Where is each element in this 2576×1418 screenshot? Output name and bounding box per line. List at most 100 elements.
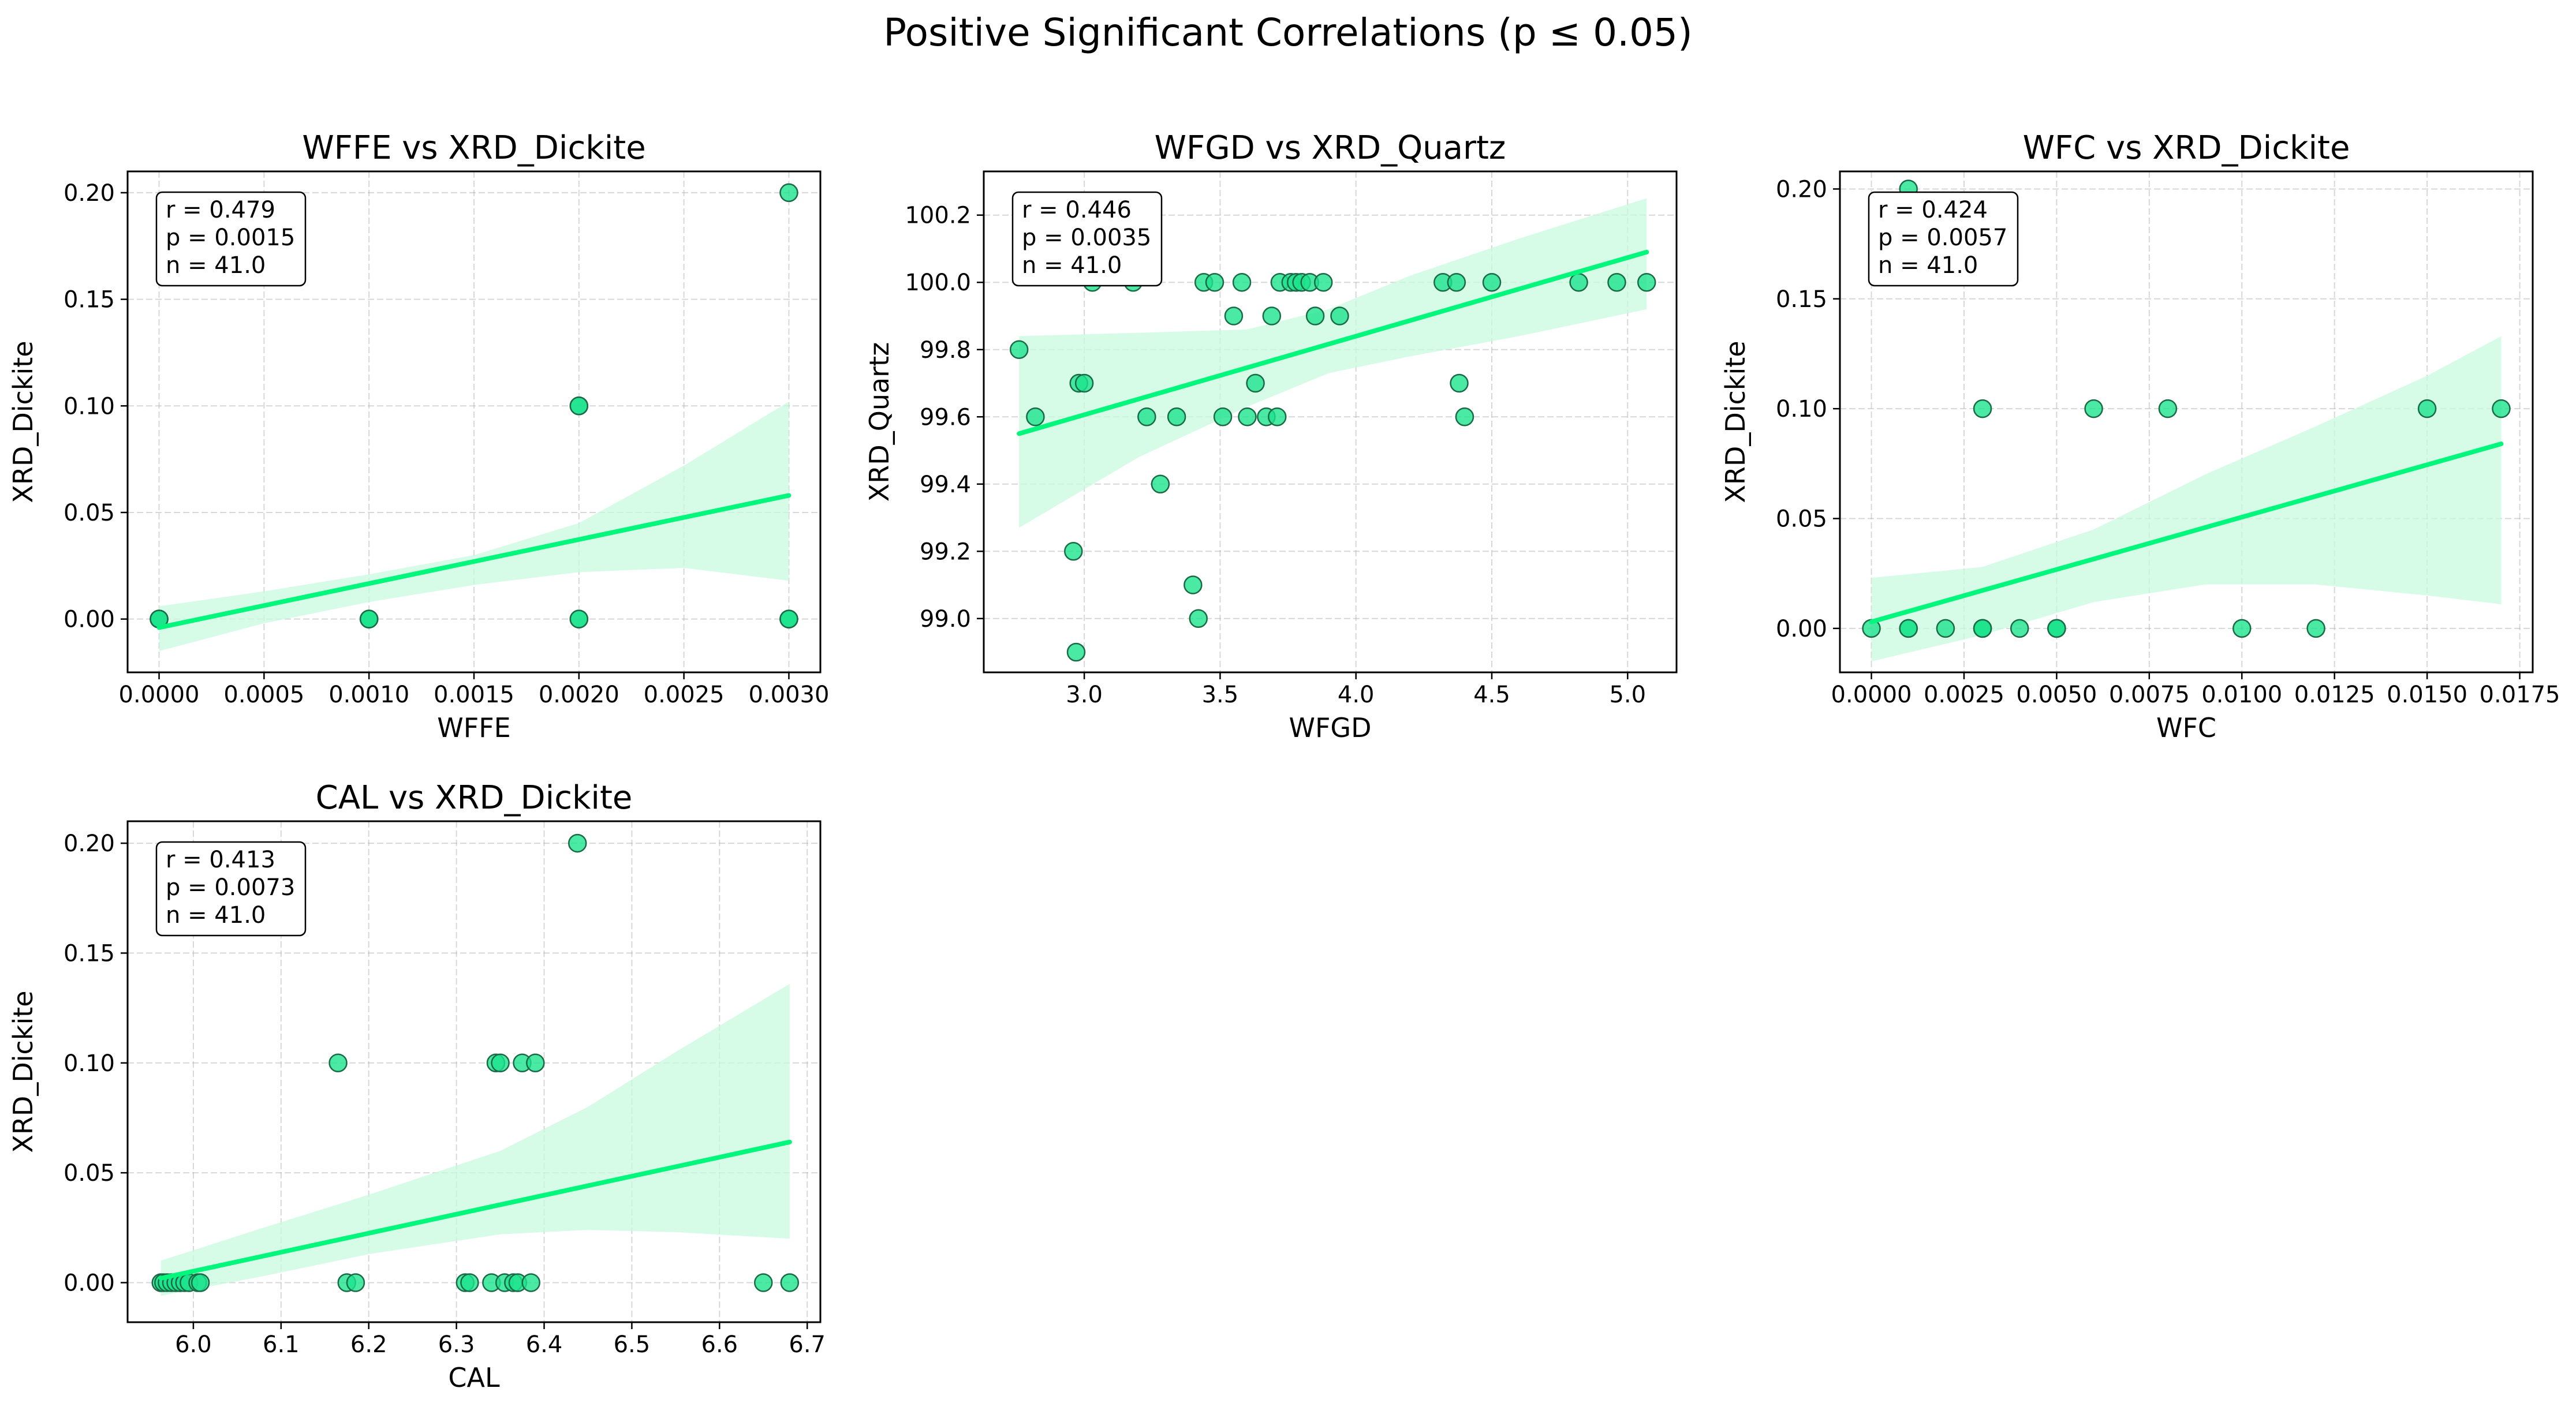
data-point <box>1569 272 1588 292</box>
y-tick-label: 0.20 <box>1776 176 1827 203</box>
x-tick-label: 5.0 <box>1609 682 1646 708</box>
y-tick-label: 99.8 <box>920 337 971 364</box>
data-point <box>780 1273 800 1292</box>
axes-frame <box>983 170 1678 674</box>
data-point <box>1064 542 1083 561</box>
data-point <box>1305 306 1325 325</box>
y-tick-label: 0.00 <box>1776 616 1827 642</box>
data-point <box>2306 619 2325 638</box>
confidence-band <box>1871 336 2502 661</box>
subplot-4: 6.0 6.1 6.2 6.3 6.4 6.5 6.6 6.7 0.00 0.05 0.10 0.15… <box>8 779 826 1393</box>
x-tick-label: 0.0075 <box>2109 682 2190 708</box>
data-point <box>1973 619 1992 638</box>
x-tick-label: 6.5 <box>614 1331 651 1358</box>
x-axis-label: WFC <box>2156 712 2216 743</box>
stats-line: r = 0.424 <box>1878 197 1988 223</box>
x-tick-label: 0.0100 <box>2201 682 2282 708</box>
x-tick-label: 4.0 <box>1338 682 1375 708</box>
x-tick-label: 0.0025 <box>1924 682 2004 708</box>
y-axis-label: XRD_Dickite <box>8 341 39 503</box>
x-axis-label: CAL <box>448 1362 500 1393</box>
data-point <box>1447 272 1466 292</box>
data-point <box>1184 575 1203 594</box>
data-point <box>754 1273 773 1292</box>
y-tick-label: 0.05 <box>64 500 115 526</box>
y-tick-label: 0.10 <box>64 1050 115 1077</box>
subplot-1: 0.0000 0.0005 0.0010 0.0015 0.0020 0.0025 0.00… <box>8 129 829 743</box>
data-point <box>1232 272 1252 292</box>
stats-line: r = 0.446 <box>1022 197 1132 223</box>
data-point <box>2158 399 2178 418</box>
regression-line <box>1869 442 2504 624</box>
x-tick-label: 3.5 <box>1202 682 1239 708</box>
stats-line: n = 41.0 <box>1022 252 1122 279</box>
y-tick-label: 0.20 <box>64 830 115 857</box>
x-tick-label: 0.0000 <box>1831 682 1912 708</box>
data-point <box>1137 407 1156 426</box>
data-point <box>491 1053 510 1073</box>
data-point <box>1238 407 1257 426</box>
subplot-title: WFGD vs XRD_Quartz <box>1155 129 1506 167</box>
data-point <box>359 609 379 628</box>
data-point <box>346 1273 365 1292</box>
y-tick-label: 0.10 <box>1776 396 1827 422</box>
x-tick-label: 6.6 <box>701 1331 738 1358</box>
data-point <box>1026 407 1045 426</box>
stats-line: p = 0.0057 <box>1878 225 2007 251</box>
x-tick-label: 0.0015 <box>434 682 514 708</box>
y-tick-label: 0.05 <box>64 1160 115 1187</box>
x-axis-label: WFGD <box>1289 712 1371 743</box>
regression-line <box>158 1139 792 1281</box>
x-tick-label: 6.7 <box>789 1331 826 1358</box>
subplot-3: 0.0000 0.0025 0.0050 0.0075 0.0100 0.0125 0.01… <box>1720 129 2560 743</box>
subplot-title: WFFE vs XRD_Dickite <box>302 129 645 167</box>
data-point <box>1009 340 1029 360</box>
stats-line: n = 41.0 <box>1878 252 1978 279</box>
y-tick-label: 99.2 <box>920 538 971 565</box>
data-point <box>460 1273 479 1292</box>
regression-line <box>1017 249 1649 436</box>
y-axis-label: XRD_Dickite <box>8 990 39 1153</box>
y-tick-label: 99.6 <box>920 404 971 431</box>
y-tick-label: 99.0 <box>920 606 971 633</box>
x-tick-label: 6.1 <box>263 1331 300 1358</box>
y-tick-label: 0.15 <box>1776 286 1827 313</box>
data-point <box>1167 407 1186 426</box>
y-axis-label: XRD_Quartz <box>864 342 895 502</box>
data-point <box>2232 619 2252 638</box>
x-tick-label: 0.0050 <box>2016 682 2097 708</box>
x-tick-label: 6.3 <box>438 1331 475 1358</box>
x-axis-label: WFFE <box>437 712 510 743</box>
data-point <box>568 833 587 853</box>
stats-line: p = 0.0015 <box>166 225 295 251</box>
data-point <box>1205 272 1224 292</box>
x-tick-label: 0.0025 <box>644 682 725 708</box>
x-tick-label: 0.0150 <box>2387 682 2467 708</box>
data-point <box>1330 306 1349 325</box>
subplot-title: WFC vs XRD_Dickite <box>2023 129 2350 167</box>
stats-box <box>155 191 307 287</box>
data-point <box>1267 407 1287 426</box>
y-tick-label: 0.00 <box>64 607 115 633</box>
data-point <box>1262 306 1282 325</box>
data-point <box>1074 373 1094 393</box>
y-tick-label: 0.15 <box>64 287 115 313</box>
data-point <box>1482 272 1502 292</box>
data-point <box>2010 619 2029 638</box>
stats-line: n = 41.0 <box>166 902 266 929</box>
stats-line: n = 41.0 <box>166 252 266 279</box>
data-point <box>191 1273 210 1292</box>
y-tick-label: 0.20 <box>64 180 115 207</box>
x-tick-label: 6.0 <box>175 1331 212 1358</box>
data-point <box>526 1053 545 1073</box>
data-point <box>1973 399 1992 418</box>
data-point <box>569 396 589 416</box>
data-point <box>521 1273 540 1292</box>
data-point <box>569 609 589 628</box>
data-point <box>1313 272 1333 292</box>
x-tick-label: 3.0 <box>1066 682 1103 708</box>
stats-line: r = 0.479 <box>166 197 275 223</box>
y-tick-label: 100.0 <box>905 270 971 296</box>
data-point <box>779 609 798 628</box>
